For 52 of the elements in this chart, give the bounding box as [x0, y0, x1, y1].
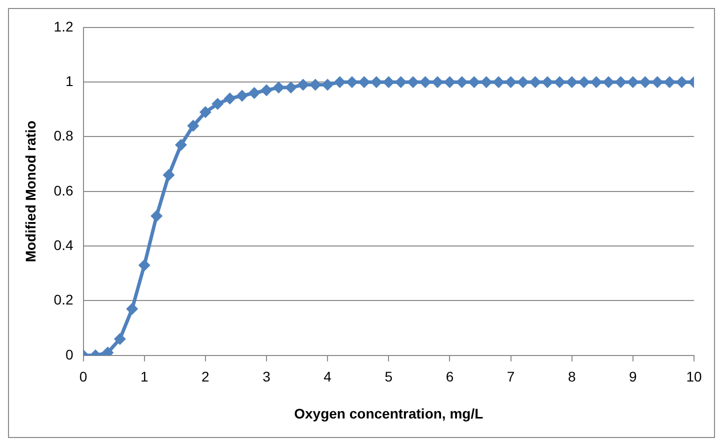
x-tick-label: 10 [686, 368, 702, 385]
x-tick-label: 2 [202, 368, 210, 385]
point [212, 98, 224, 110]
point [224, 92, 236, 104]
y-tick-label: 0.4 [54, 236, 74, 253]
point [334, 76, 346, 88]
point [480, 76, 492, 88]
x-tick-label: 5 [384, 368, 393, 385]
point [651, 76, 664, 88]
point [126, 302, 138, 315]
x-tick-label: 1 [140, 368, 148, 385]
point [590, 76, 602, 88]
x-tick-label: 3 [262, 368, 271, 385]
point [444, 76, 456, 88]
y-tick-label: 1.2 [54, 18, 74, 34]
y-tick-label: 0.2 [54, 292, 74, 308]
point [114, 333, 126, 345]
y-tick-label: 0.6 [54, 182, 74, 198]
x-tick-label: 7 [506, 368, 515, 385]
x-axis-title: Oxygen concentration, mg/L [294, 405, 484, 422]
point [260, 84, 272, 96]
point [322, 78, 334, 91]
point [174, 138, 187, 151]
point [248, 87, 260, 99]
point [358, 76, 370, 88]
point [419, 76, 432, 88]
y-tick-label: 0 [65, 346, 74, 362]
y-tick-label: 1 [65, 72, 74, 89]
x-tick-label: 0 [79, 368, 88, 385]
point [138, 259, 150, 272]
point [614, 76, 627, 88]
point [199, 106, 212, 118]
point [529, 76, 542, 88]
point [272, 82, 285, 94]
y-tick-label: 0.8 [54, 128, 74, 144]
point [187, 120, 200, 132]
point [394, 76, 407, 88]
point [236, 90, 248, 102]
point [150, 210, 163, 222]
point [162, 169, 175, 181]
point [554, 76, 566, 88]
x-tick-label: 9 [629, 368, 638, 385]
y-axis-title: Modified Monod ratio [22, 120, 38, 262]
x-tick-label: 6 [446, 368, 454, 385]
point [676, 76, 688, 88]
point [504, 76, 517, 88]
point [639, 76, 652, 88]
x-tick-label: 8 [568, 368, 576, 385]
point [566, 76, 578, 88]
point [468, 76, 480, 88]
point [382, 76, 395, 88]
x-tick-label: 4 [324, 368, 332, 385]
